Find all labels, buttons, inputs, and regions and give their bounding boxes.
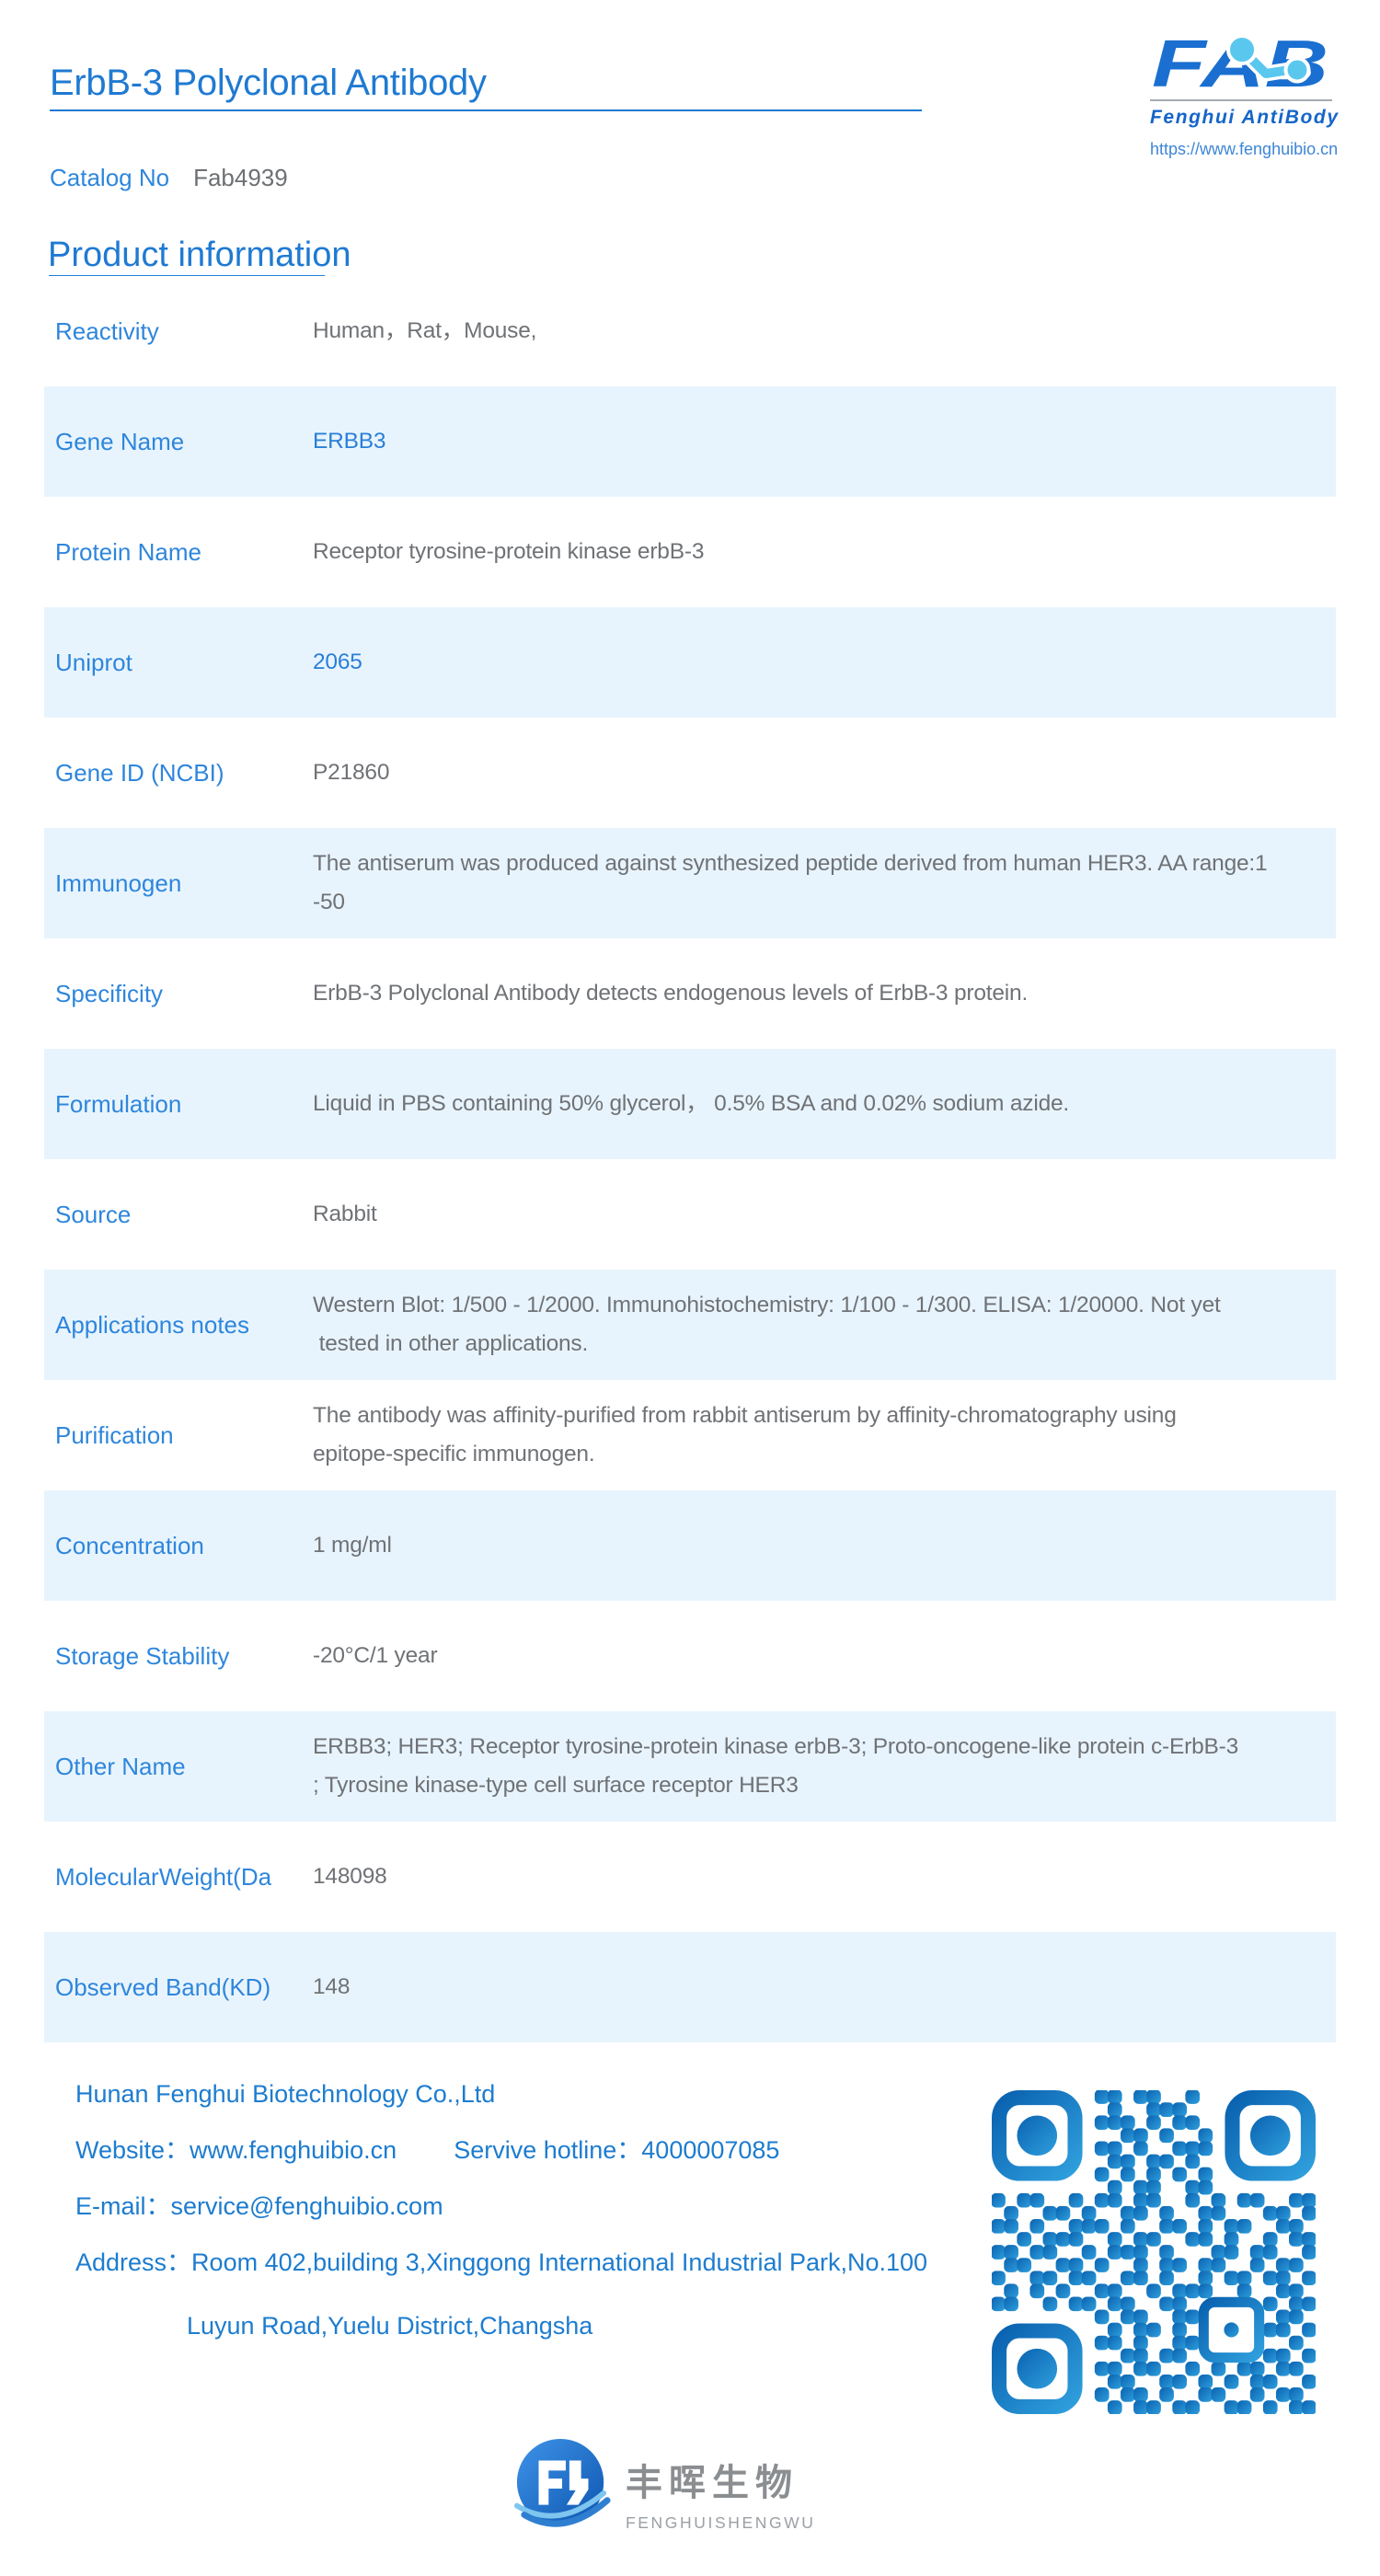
row-value: 1 mg/ml <box>313 1532 392 1558</box>
row-label: Uniprot <box>55 648 132 676</box>
table-row: Protein Name Receptor tyrosine-protein k… <box>44 497 1336 607</box>
row-label: Other Name <box>55 1752 186 1780</box>
row-value: The antibody was affinity-purified from … <box>313 1402 1177 1466</box>
row-value: Human，Rat，Mouse, <box>313 317 537 343</box>
bottom-logo-block: 丰晖生物 FENGHUISHENGWU <box>513 2436 816 2537</box>
row-label: MolecularWeight(Da <box>55 1862 272 1891</box>
row-label: Observed Band(KD) <box>55 1972 271 2001</box>
row-label: Applications notes <box>55 1310 250 1339</box>
brand-block: FAB Fenghui AntiBody https://www.fenghui… <box>1150 33 1340 159</box>
table-row: Applications notes Western Blot: 1/500 -… <box>44 1270 1336 1380</box>
brand-url[interactable]: https://www.fenghuibio.cn <box>1150 140 1339 158</box>
website-link[interactable]: Website：www.fenghuibio.cn <box>75 2136 397 2164</box>
row-label: Formulation <box>55 1089 182 1118</box>
catalog-value: Fab4939 <box>193 164 288 191</box>
company-name-cn: 丰晖生物 <box>626 2463 799 2503</box>
row-value-link[interactable]: 2065 <box>313 649 362 674</box>
row-label: Storage Stability <box>55 1641 230 1670</box>
table-row: Other Name ERBB3; HER3; Receptor tyrosin… <box>44 1711 1336 1822</box>
row-value: ErbB-3 Polyclonal Antibody detects endog… <box>313 980 1029 1006</box>
row-value: 148 <box>313 1973 351 1999</box>
brand-subtitle: Fenghui AntiBody <box>1150 107 1340 128</box>
fenghui-logo-icon <box>513 2438 611 2527</box>
service-hotline: Servive hotline：4000007085 <box>454 2136 780 2164</box>
fab-logo-icon: FAB <box>1152 33 1328 98</box>
company-name-en: FENGHUISHENGWU <box>626 2513 816 2532</box>
row-label: Protein Name <box>55 537 201 566</box>
catalog-line: Catalog No Fab4939 <box>50 164 288 192</box>
page-title: ErbB-3 Polyclonal Antibody <box>50 63 487 103</box>
footer-contact-block: Hunan Fenghui Biotechnology Co.,Ltd Webs… <box>75 2076 1005 2363</box>
row-label: Immunogen <box>55 868 182 897</box>
table-row: Specificity ErbB-3 Polyclonal Antibody d… <box>44 938 1336 1049</box>
bottom-logo-text: 丰晖生物 FENGHUISHENGWU <box>626 2453 816 2533</box>
catalog-label: Catalog No <box>50 164 170 191</box>
row-label: Source <box>55 1200 132 1228</box>
table-row: Formulation Liquid in PBS containing 50%… <box>44 1049 1336 1159</box>
table-row: Immunogen The antiserum was produced aga… <box>44 828 1336 938</box>
row-value-link[interactable]: ERBB3 <box>313 428 386 454</box>
row-value: Receptor tyrosine-protein kinase erbB-3 <box>313 538 705 564</box>
row-label: Reactivity <box>55 316 159 345</box>
row-value: Liquid in PBS containing 50% glycerol， 0… <box>313 1090 1070 1116</box>
table-row: Purification The antibody was affinity-p… <box>44 1380 1336 1490</box>
address-line-2: Luyun Road,Yuelu District,Changsha <box>187 2312 593 2340</box>
table-row: Observed Band(KD) 148 <box>44 1932 1336 2042</box>
row-label: Gene ID (NCBI) <box>55 758 224 787</box>
row-value: Rabbit <box>313 1201 377 1226</box>
email-link[interactable]: E-mail：service@fenghuibio.com <box>75 2192 443 2220</box>
table-row: Gene Name ERBB3 <box>44 386 1336 497</box>
row-value: -20°C/1 year <box>313 1642 438 1668</box>
row-value: Western Blot: 1/500 - 1/2000. Immunohist… <box>313 1292 1221 1356</box>
product-info-table: Reactivity Human，Rat，Mouse, Gene Name ER… <box>44 276 1336 2042</box>
table-row: Reactivity Human，Rat，Mouse, <box>44 276 1336 386</box>
table-row: Uniprot 2065 <box>44 607 1336 718</box>
title-underline <box>50 109 922 111</box>
table-row: Gene ID (NCBI) P21860 <box>44 718 1336 828</box>
row-label: Specificity <box>55 979 164 1007</box>
table-row: Source Rabbit <box>44 1159 1336 1270</box>
row-value: ERBB3; HER3; Receptor tyrosine-protein k… <box>313 1733 1239 1798</box>
row-value: The antiserum was produced against synth… <box>313 850 1268 914</box>
address-line-1: Address：Room 402,building 3,Xinggong Int… <box>75 2248 928 2276</box>
row-value: P21860 <box>313 759 390 785</box>
qr-code <box>992 2090 1316 2414</box>
row-value: 148098 <box>313 1863 387 1889</box>
brand-divider <box>1150 99 1332 101</box>
row-label: Purification <box>55 1420 174 1449</box>
row-label: Concentration <box>55 1531 204 1559</box>
company-name: Hunan Fenghui Biotechnology Co.,Ltd <box>75 2080 496 2108</box>
table-row: Concentration 1 mg/ml <box>44 1490 1336 1601</box>
table-row: Storage Stability -20°C/1 year <box>44 1601 1336 1711</box>
table-row: MolecularWeight(Da 148098 <box>44 1822 1336 1932</box>
section-title: Product information <box>48 236 351 274</box>
row-label: Gene Name <box>55 427 185 455</box>
